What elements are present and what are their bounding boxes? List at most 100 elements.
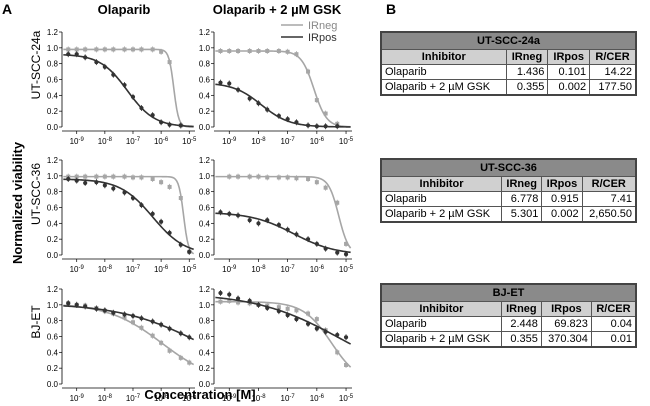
header-irpos: IRpos <box>547 49 591 65</box>
data-point-irneg <box>285 49 290 54</box>
data-point-irpos <box>335 124 340 129</box>
data-point-irpos <box>235 296 241 301</box>
y-tick-label: 0.0 <box>47 380 59 389</box>
header-rcer: R/CER <box>590 301 637 317</box>
cell-irneg: 0.355 <box>505 79 549 96</box>
data-point-irneg <box>236 49 241 53</box>
x-tick-label: 10-7 <box>126 394 141 403</box>
data-point-irpos <box>256 221 261 226</box>
data-point-irpos <box>294 232 299 237</box>
data-point-irpos <box>74 52 79 57</box>
data-point-irpos <box>178 242 183 247</box>
data-point-irpos <box>94 59 99 65</box>
data-point-irpos <box>66 301 71 306</box>
data-point-irpos <box>159 322 164 327</box>
data-point-irpos <box>139 316 144 321</box>
y-tick-label: 0.0 <box>47 123 59 132</box>
y-tick-label: 0.0 <box>199 123 211 132</box>
legend-irpos-label: IRpos <box>308 32 337 44</box>
chart-panel-1-0: 0.0 0.2 0.4 0.6 0.8 1.0 1.2 10-9 10-8 10-7 10-6 10-… <box>47 156 197 274</box>
cell-irpos: 370.304 <box>540 331 592 348</box>
y-tick-label: 0.2 <box>47 107 59 116</box>
y-tick-label: 0.8 <box>199 60 211 69</box>
y-tick-label: 0.0 <box>199 380 211 389</box>
table-ut-scc-24a: UT-SCC-24a Inhibitor IRneg IRpos R/CER O… <box>380 31 637 96</box>
cell-irneg: 0.355 <box>500 331 542 348</box>
header-irpos: IRpos <box>541 176 583 192</box>
data-point-irneg <box>159 180 164 185</box>
data-point-irpos <box>314 326 319 331</box>
y-tick-label: 0.8 <box>47 60 59 69</box>
x-tick-label: 10-6 <box>154 137 169 146</box>
header-rcer: R/CER <box>589 49 637 65</box>
series-irpos-curve <box>215 83 351 128</box>
chart-panel-0-0: 0.0 0.2 0.4 0.6 0.8 1.0 1.2 10-9 10-8 10-7 10-6 10-… <box>47 28 197 146</box>
header-irneg: IRneg <box>501 176 543 192</box>
series-irpos-curve <box>215 212 351 254</box>
data-point-irpos <box>111 310 116 315</box>
data-point-irneg <box>236 174 241 179</box>
data-point-irneg <box>247 174 252 179</box>
x-tick-label: 10-8 <box>251 394 266 403</box>
series-irneg-curve <box>63 175 195 255</box>
y-tick-label: 0.6 <box>199 76 211 85</box>
data-point-irneg <box>111 47 116 52</box>
cell-irpos: 0.101 <box>547 64 591 80</box>
data-point-irneg <box>323 185 328 190</box>
cell-inhibitor: Olaparib + 2 µM GSK <box>380 206 503 223</box>
data-point-irpos <box>102 308 107 313</box>
x-tick-label: 10-7 <box>281 394 296 403</box>
data-point-irpos <box>159 120 164 125</box>
data-point-irpos <box>159 219 164 224</box>
data-point-irpos <box>265 218 270 223</box>
data-point-irpos <box>323 329 328 334</box>
x-tick-label: 10-6 <box>310 394 325 403</box>
data-point-irpos <box>167 230 172 235</box>
plot-grid: 0.0 0.2 0.4 0.6 0.8 1.0 1.2 10-9 10-8 10-7 10-6 10-… <box>47 28 354 403</box>
y-tick-label: 0.0 <box>199 251 211 260</box>
data-point-irpos <box>235 213 241 218</box>
series-irpos-curve <box>63 178 194 251</box>
data-point-irpos <box>265 107 270 112</box>
y-tick-label: 1.0 <box>47 301 59 310</box>
data-point-irneg <box>178 355 183 360</box>
cell-rcer: 0.04 <box>590 316 637 332</box>
data-point-irneg <box>130 320 135 325</box>
x-tick-label: 10-9 <box>222 137 237 146</box>
x-tick-label: 10-6 <box>310 265 325 274</box>
data-point-irpos <box>227 211 232 216</box>
data-point-irpos <box>111 72 116 77</box>
cell-irpos: 0.002 <box>547 79 591 96</box>
data-point-irneg <box>102 47 107 52</box>
x-tick-label: 10-8 <box>251 265 266 274</box>
data-point-irpos <box>276 309 281 314</box>
data-point-irpos <box>122 190 127 195</box>
data-point-irpos <box>285 116 290 122</box>
data-point-irpos <box>335 332 340 338</box>
data-point-irneg <box>167 184 172 189</box>
x-tick-label: 10-6 <box>310 137 325 146</box>
x-tick-label: 10-5 <box>182 394 197 403</box>
table-title: UT-SCC-36 <box>380 158 637 177</box>
data-point-irneg <box>285 306 290 311</box>
y-tick-label: 0.2 <box>47 364 59 373</box>
x-tick-label: 10-7 <box>126 265 141 274</box>
row-label-ut-scc-36: UT-SCC-36 <box>29 163 43 225</box>
x-tick-label: 10-7 <box>281 265 296 274</box>
x-tick-label: 10-8 <box>98 137 113 146</box>
data-point-irpos <box>247 298 252 303</box>
data-point-irneg <box>83 47 88 52</box>
data-point-irneg <box>187 360 192 365</box>
data-point-irpos <box>150 319 155 324</box>
x-tick-label: 10-9 <box>70 394 85 403</box>
data-point-irneg <box>102 174 107 179</box>
y-tick-label: 1.2 <box>47 156 59 165</box>
data-point-irneg <box>227 174 232 179</box>
data-point-irpos <box>265 305 270 311</box>
table-row: Olaparib 2.448 69.823 0.04 <box>380 316 637 332</box>
data-point-irpos <box>66 176 71 182</box>
data-point-irpos <box>111 186 116 191</box>
x-tick-label: 10-5 <box>182 137 197 146</box>
data-point-irpos <box>150 113 155 118</box>
cell-irpos: 69.823 <box>540 316 592 332</box>
